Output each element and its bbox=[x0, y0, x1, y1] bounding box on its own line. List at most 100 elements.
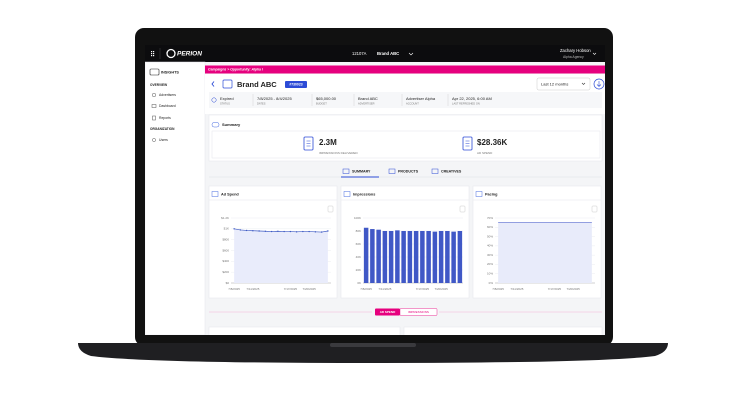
chevron[interactable] bbox=[408, 52, 414, 56]
toggle-label: AD SPEND bbox=[380, 310, 396, 314]
line bbox=[234, 228, 328, 233]
chart-menu[interactable] bbox=[591, 205, 598, 213]
y-tick-label: $0 bbox=[226, 281, 230, 285]
y-tick-label: 60K bbox=[356, 242, 361, 246]
y-tick-label: 10% bbox=[487, 272, 493, 276]
point bbox=[239, 229, 242, 231]
chevron[interactable] bbox=[592, 52, 597, 55]
laptop-notch bbox=[330, 343, 416, 347]
point bbox=[252, 230, 254, 232]
nav-item[interactable]: Dashboard bbox=[159, 104, 176, 108]
x-tick-label: 7/11/2025 bbox=[378, 287, 391, 291]
chart-icon bbox=[343, 191, 351, 197]
badge bbox=[285, 81, 307, 88]
tab[interactable]: SUMMARY bbox=[352, 169, 371, 173]
y-tick-label: $200 bbox=[222, 270, 229, 274]
sidebar-title: INSIGHTS bbox=[161, 71, 179, 75]
y-tick-label: $400 bbox=[222, 259, 229, 263]
point bbox=[314, 231, 317, 233]
tab[interactable]: PRODUCTS bbox=[398, 169, 419, 173]
point bbox=[283, 230, 285, 233]
metric-value: 2.3M bbox=[319, 138, 337, 147]
y-tick-label: 50% bbox=[487, 234, 493, 238]
x-tick-label: 7/8/2025 bbox=[228, 287, 240, 291]
point bbox=[289, 230, 292, 233]
chart-menu[interactable] bbox=[459, 205, 466, 213]
metric-label: AD SPEND bbox=[477, 151, 493, 155]
nav-item[interactable]: Advertisers bbox=[159, 93, 176, 97]
chart-menu[interactable] bbox=[327, 205, 334, 213]
toggle-button[interactable] bbox=[375, 308, 400, 316]
summary-title: Summary bbox=[222, 122, 241, 127]
point bbox=[320, 231, 323, 233]
x-tick-label: 7/8/2025 bbox=[492, 287, 504, 291]
chevron bbox=[581, 82, 586, 85]
metric-icon-lines bbox=[465, 140, 470, 147]
info-value: 7/8/2025 - 8/4/2025 bbox=[257, 96, 292, 101]
brand: PERION bbox=[177, 51, 202, 58]
nav-icon bbox=[151, 104, 157, 108]
account-id: 12107A bbox=[352, 51, 367, 56]
y-tick-label: 40% bbox=[487, 244, 493, 248]
chart-title: Pacing bbox=[485, 193, 498, 197]
topbar bbox=[145, 45, 605, 62]
chart-icon bbox=[211, 191, 219, 197]
y-tick-label: 100K bbox=[354, 216, 361, 220]
area bbox=[234, 228, 328, 283]
point bbox=[295, 231, 298, 233]
info-value: Brand ABC bbox=[358, 96, 378, 101]
info-value: $65,000.00 bbox=[316, 96, 337, 101]
laptop-base bbox=[78, 343, 668, 363]
card bbox=[208, 326, 401, 335]
download-icon bbox=[596, 81, 602, 87]
user-name[interactable]: Zachary Hobson bbox=[560, 48, 591, 53]
point bbox=[245, 229, 248, 232]
y-tick-label: 30% bbox=[487, 253, 493, 257]
metric-icon-lines bbox=[306, 140, 311, 147]
nav-item[interactable]: Reports bbox=[159, 116, 171, 120]
metric-value: $28.36K bbox=[477, 138, 507, 147]
y-tick-label: 0% bbox=[489, 281, 494, 285]
nav-icon bbox=[151, 92, 157, 98]
logo-icon bbox=[166, 48, 176, 59]
date-range-select[interactable] bbox=[536, 77, 591, 91]
metric-label: IMPRESSIONS DELIVERED bbox=[319, 151, 359, 155]
nav-icon bbox=[152, 115, 156, 121]
y-tick-label: 80K bbox=[356, 229, 361, 233]
y-tick-label: 20% bbox=[487, 262, 493, 266]
summary-icon bbox=[211, 122, 220, 128]
bar bbox=[413, 231, 419, 283]
y-tick-label: $1.2K bbox=[221, 216, 229, 220]
y-tick-label: $600 bbox=[222, 248, 229, 252]
info-label: BUDGET bbox=[316, 102, 327, 106]
bar bbox=[401, 231, 406, 283]
campaign-name[interactable]: Brand ABC bbox=[377, 51, 399, 56]
screen: PERION 12107A Brand ABC Zachary Hobson A… bbox=[145, 45, 605, 335]
apps-icon[interactable] bbox=[151, 51, 155, 57]
status-icon bbox=[211, 97, 217, 103]
point bbox=[302, 230, 304, 233]
chart-title: Impressions bbox=[353, 193, 375, 197]
point bbox=[270, 230, 273, 233]
toggle-button[interactable] bbox=[399, 308, 438, 316]
point bbox=[258, 230, 260, 232]
nav-item[interactable]: Users bbox=[159, 138, 168, 142]
info-label: ADVERTISER bbox=[358, 102, 375, 106]
badge-text: #730023 bbox=[289, 83, 302, 87]
bar bbox=[382, 231, 388, 283]
bar bbox=[407, 231, 413, 283]
info-value: Expired bbox=[220, 96, 234, 101]
info-label: ACCOUNT bbox=[406, 102, 419, 106]
y-tick-label: $1K bbox=[224, 227, 229, 231]
tab[interactable]: CREATIVES bbox=[441, 169, 462, 173]
info-label: LAST REFRESHED ON bbox=[452, 102, 480, 106]
breadcrumb[interactable]: Campaigns > Opportunity: Alpha I bbox=[208, 68, 263, 72]
bar bbox=[376, 229, 381, 283]
x-tick-label: 7/17/2025 bbox=[284, 287, 298, 291]
y-tick-label: $800 bbox=[222, 237, 229, 241]
info-strip bbox=[209, 92, 602, 108]
date-range: Last 12 months bbox=[541, 81, 568, 86]
back-button[interactable] bbox=[211, 81, 215, 87]
